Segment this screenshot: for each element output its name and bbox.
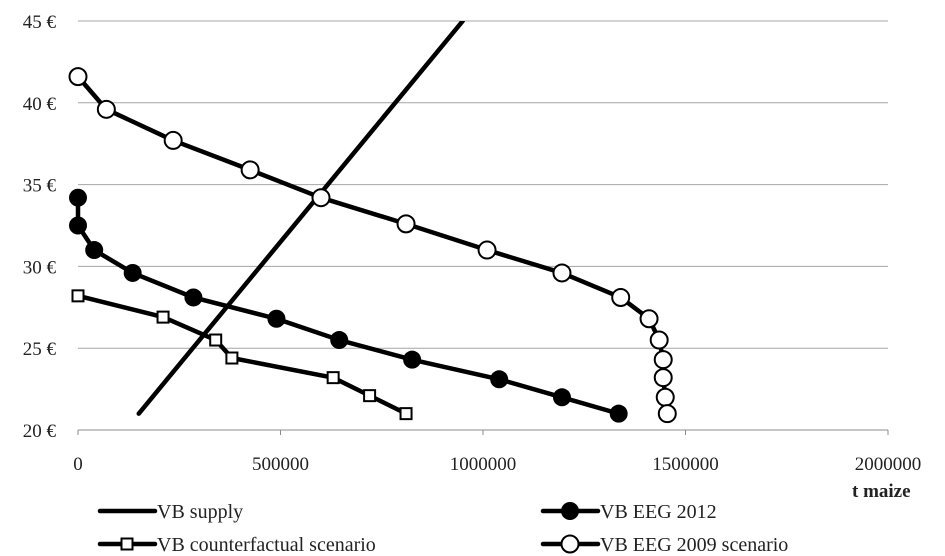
point-vb-eeg-2009 [477, 240, 497, 260]
x-axis-title: t maize [852, 481, 911, 502]
series-vb-counterfactual [71, 289, 413, 421]
point-vb-counterfactual [209, 333, 223, 347]
legend-label: VB counterfactual scenario [157, 534, 376, 556]
point-vb-eeg-2009 [68, 67, 88, 87]
legend-label: VB EEG 2012 [600, 501, 717, 523]
y-tick-label: 25 € [23, 339, 57, 360]
point-vb-counterfactual [363, 389, 377, 403]
point-vb-eeg-2012 [69, 216, 87, 235]
series-line-vb-supply [136, 21, 465, 416]
legend-item-vb-eeg-2009: VB EEG 2009 scenario [540, 534, 788, 556]
point-vb-eeg-2009 [655, 387, 675, 407]
point-vb-counterfactual [71, 289, 85, 303]
point-vb-eeg-2012 [184, 288, 203, 307]
point-vb-eeg-2012 [490, 370, 509, 389]
x-tick-label: 500000 [252, 454, 309, 475]
series-vb-eeg-2009 [68, 67, 677, 424]
series-vb-supply [136, 21, 465, 416]
point-vb-eeg-2012 [85, 241, 104, 260]
legend-marker [120, 537, 134, 551]
series-line-vb-eeg-2012 [75, 195, 621, 416]
legend-marker [561, 502, 579, 520]
point-vb-eeg-2009 [653, 368, 673, 388]
y-tick-label: 20 € [23, 421, 57, 442]
point-vb-counterfactual [156, 310, 170, 324]
point-vb-eeg-2009 [611, 287, 631, 307]
series-line-vb-counterfactual [75, 293, 409, 416]
y-tick-label: 45 € [23, 12, 57, 33]
legend-label: VB supply [157, 501, 243, 523]
legend: VB supply VB EEG 2012 VB counterfactual sc… [97, 501, 788, 556]
y-tick-label: 40 € [23, 94, 57, 115]
legend-item-vb-eeg-2012: VB EEG 2012 [540, 501, 717, 523]
point-vb-eeg-2012 [267, 309, 286, 328]
point-vb-eeg-2012 [69, 188, 87, 207]
point-vb-eeg-2012 [609, 404, 628, 423]
point-vb-counterfactual [399, 407, 413, 421]
point-vb-eeg-2009 [240, 160, 260, 180]
gridlines [78, 20, 888, 349]
legend-item-vb-counterfactual: VB counterfactual scenario [97, 534, 376, 556]
y-tick-label: 35 € [23, 176, 57, 197]
legend-item-vb-supply: VB supply [97, 501, 243, 523]
x-tick-label: 0 [73, 454, 83, 475]
point-vb-eeg-2009 [639, 309, 659, 329]
point-vb-eeg-2012 [403, 350, 422, 369]
point-vb-eeg-2009 [552, 263, 572, 283]
point-vb-eeg-2009 [657, 404, 677, 424]
point-vb-eeg-2009 [396, 214, 416, 234]
x-axis-ticks: 0 500000 1000000 1500000 2000000 [73, 430, 921, 475]
point-vb-eeg-2009 [163, 130, 183, 150]
point-vb-eeg-2009 [311, 188, 331, 208]
point-vb-eeg-2012 [123, 263, 142, 282]
point-vb-counterfactual [225, 351, 239, 365]
legend-marker [560, 534, 580, 554]
plot-area [68, 21, 677, 424]
point-vb-eeg-2012 [330, 331, 349, 350]
point-vb-eeg-2009 [96, 99, 116, 119]
x-tick-label: 2000000 [855, 454, 922, 475]
point-vb-eeg-2009 [649, 330, 669, 350]
series-vb-eeg-2012 [69, 188, 628, 423]
point-vb-eeg-2012 [552, 388, 571, 407]
legend-label: VB EEG 2009 scenario [600, 534, 788, 556]
point-vb-counterfactual [326, 371, 340, 385]
x-tick-label: 1000000 [450, 454, 517, 475]
y-axis-ticks: 20 € 25 € 30 € 35 € 40 € 45 € [23, 12, 57, 442]
point-vb-eeg-2009 [653, 350, 673, 370]
x-tick-label: 1500000 [652, 454, 719, 475]
y-tick-label: 30 € [23, 257, 57, 278]
